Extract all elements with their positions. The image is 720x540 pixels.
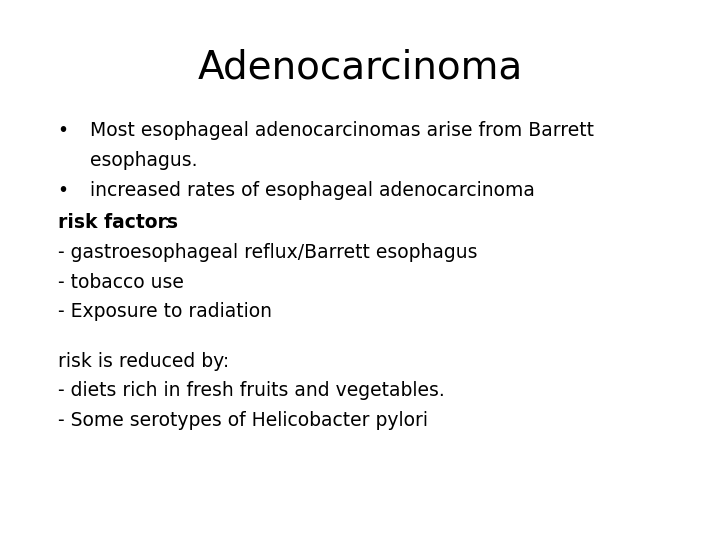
Text: - Some serotypes of Helicobacter pylori: - Some serotypes of Helicobacter pylori bbox=[58, 411, 428, 430]
Text: Most esophageal adenocarcinomas arise from Barrett: Most esophageal adenocarcinomas arise fr… bbox=[90, 122, 594, 140]
Text: •: • bbox=[58, 122, 68, 140]
Text: esophagus.: esophagus. bbox=[90, 151, 197, 170]
Text: risk is reduced by:: risk is reduced by: bbox=[58, 352, 229, 370]
Text: •: • bbox=[58, 181, 68, 200]
Text: risk factors: risk factors bbox=[58, 213, 178, 232]
Text: Adenocarcinoma: Adenocarcinoma bbox=[197, 49, 523, 86]
Text: - Exposure to radiation: - Exposure to radiation bbox=[58, 302, 271, 321]
Text: - gastroesophageal reflux/Barrett esophagus: - gastroesophageal reflux/Barrett esopha… bbox=[58, 243, 477, 262]
Text: increased rates of esophageal adenocarcinoma: increased rates of esophageal adenocarci… bbox=[90, 181, 535, 200]
Text: - diets rich in fresh fruits and vegetables.: - diets rich in fresh fruits and vegetab… bbox=[58, 381, 444, 400]
Text: :: : bbox=[164, 213, 171, 232]
Text: - tobacco use: - tobacco use bbox=[58, 273, 184, 292]
